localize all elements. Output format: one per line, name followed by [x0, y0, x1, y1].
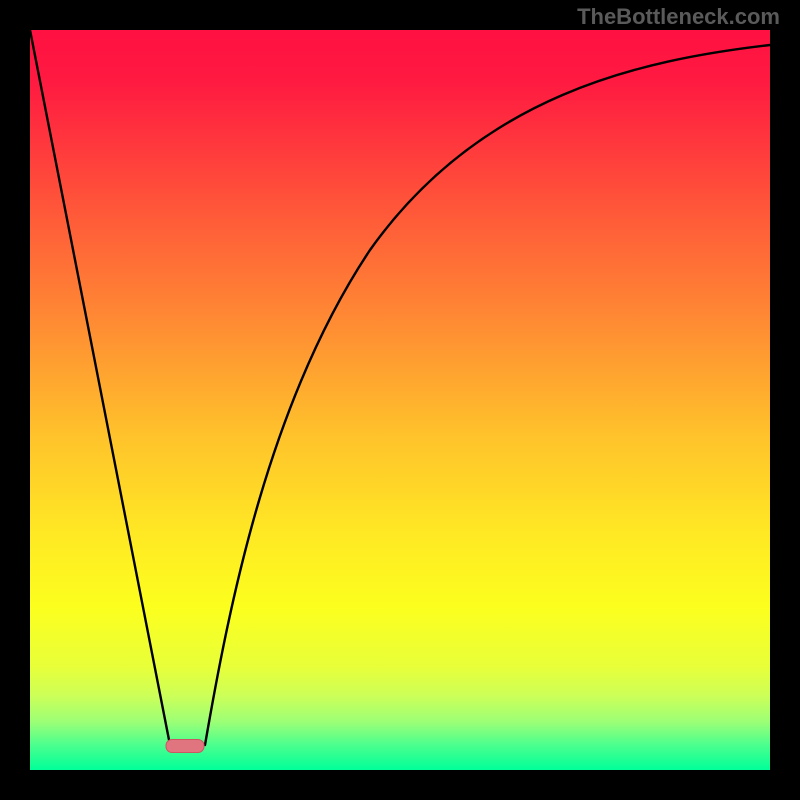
- plot-background: [30, 30, 770, 770]
- optimal-marker: [166, 740, 204, 753]
- bottleneck-chart: TheBottleneck.com: [0, 0, 800, 800]
- chart-svg: [0, 0, 800, 800]
